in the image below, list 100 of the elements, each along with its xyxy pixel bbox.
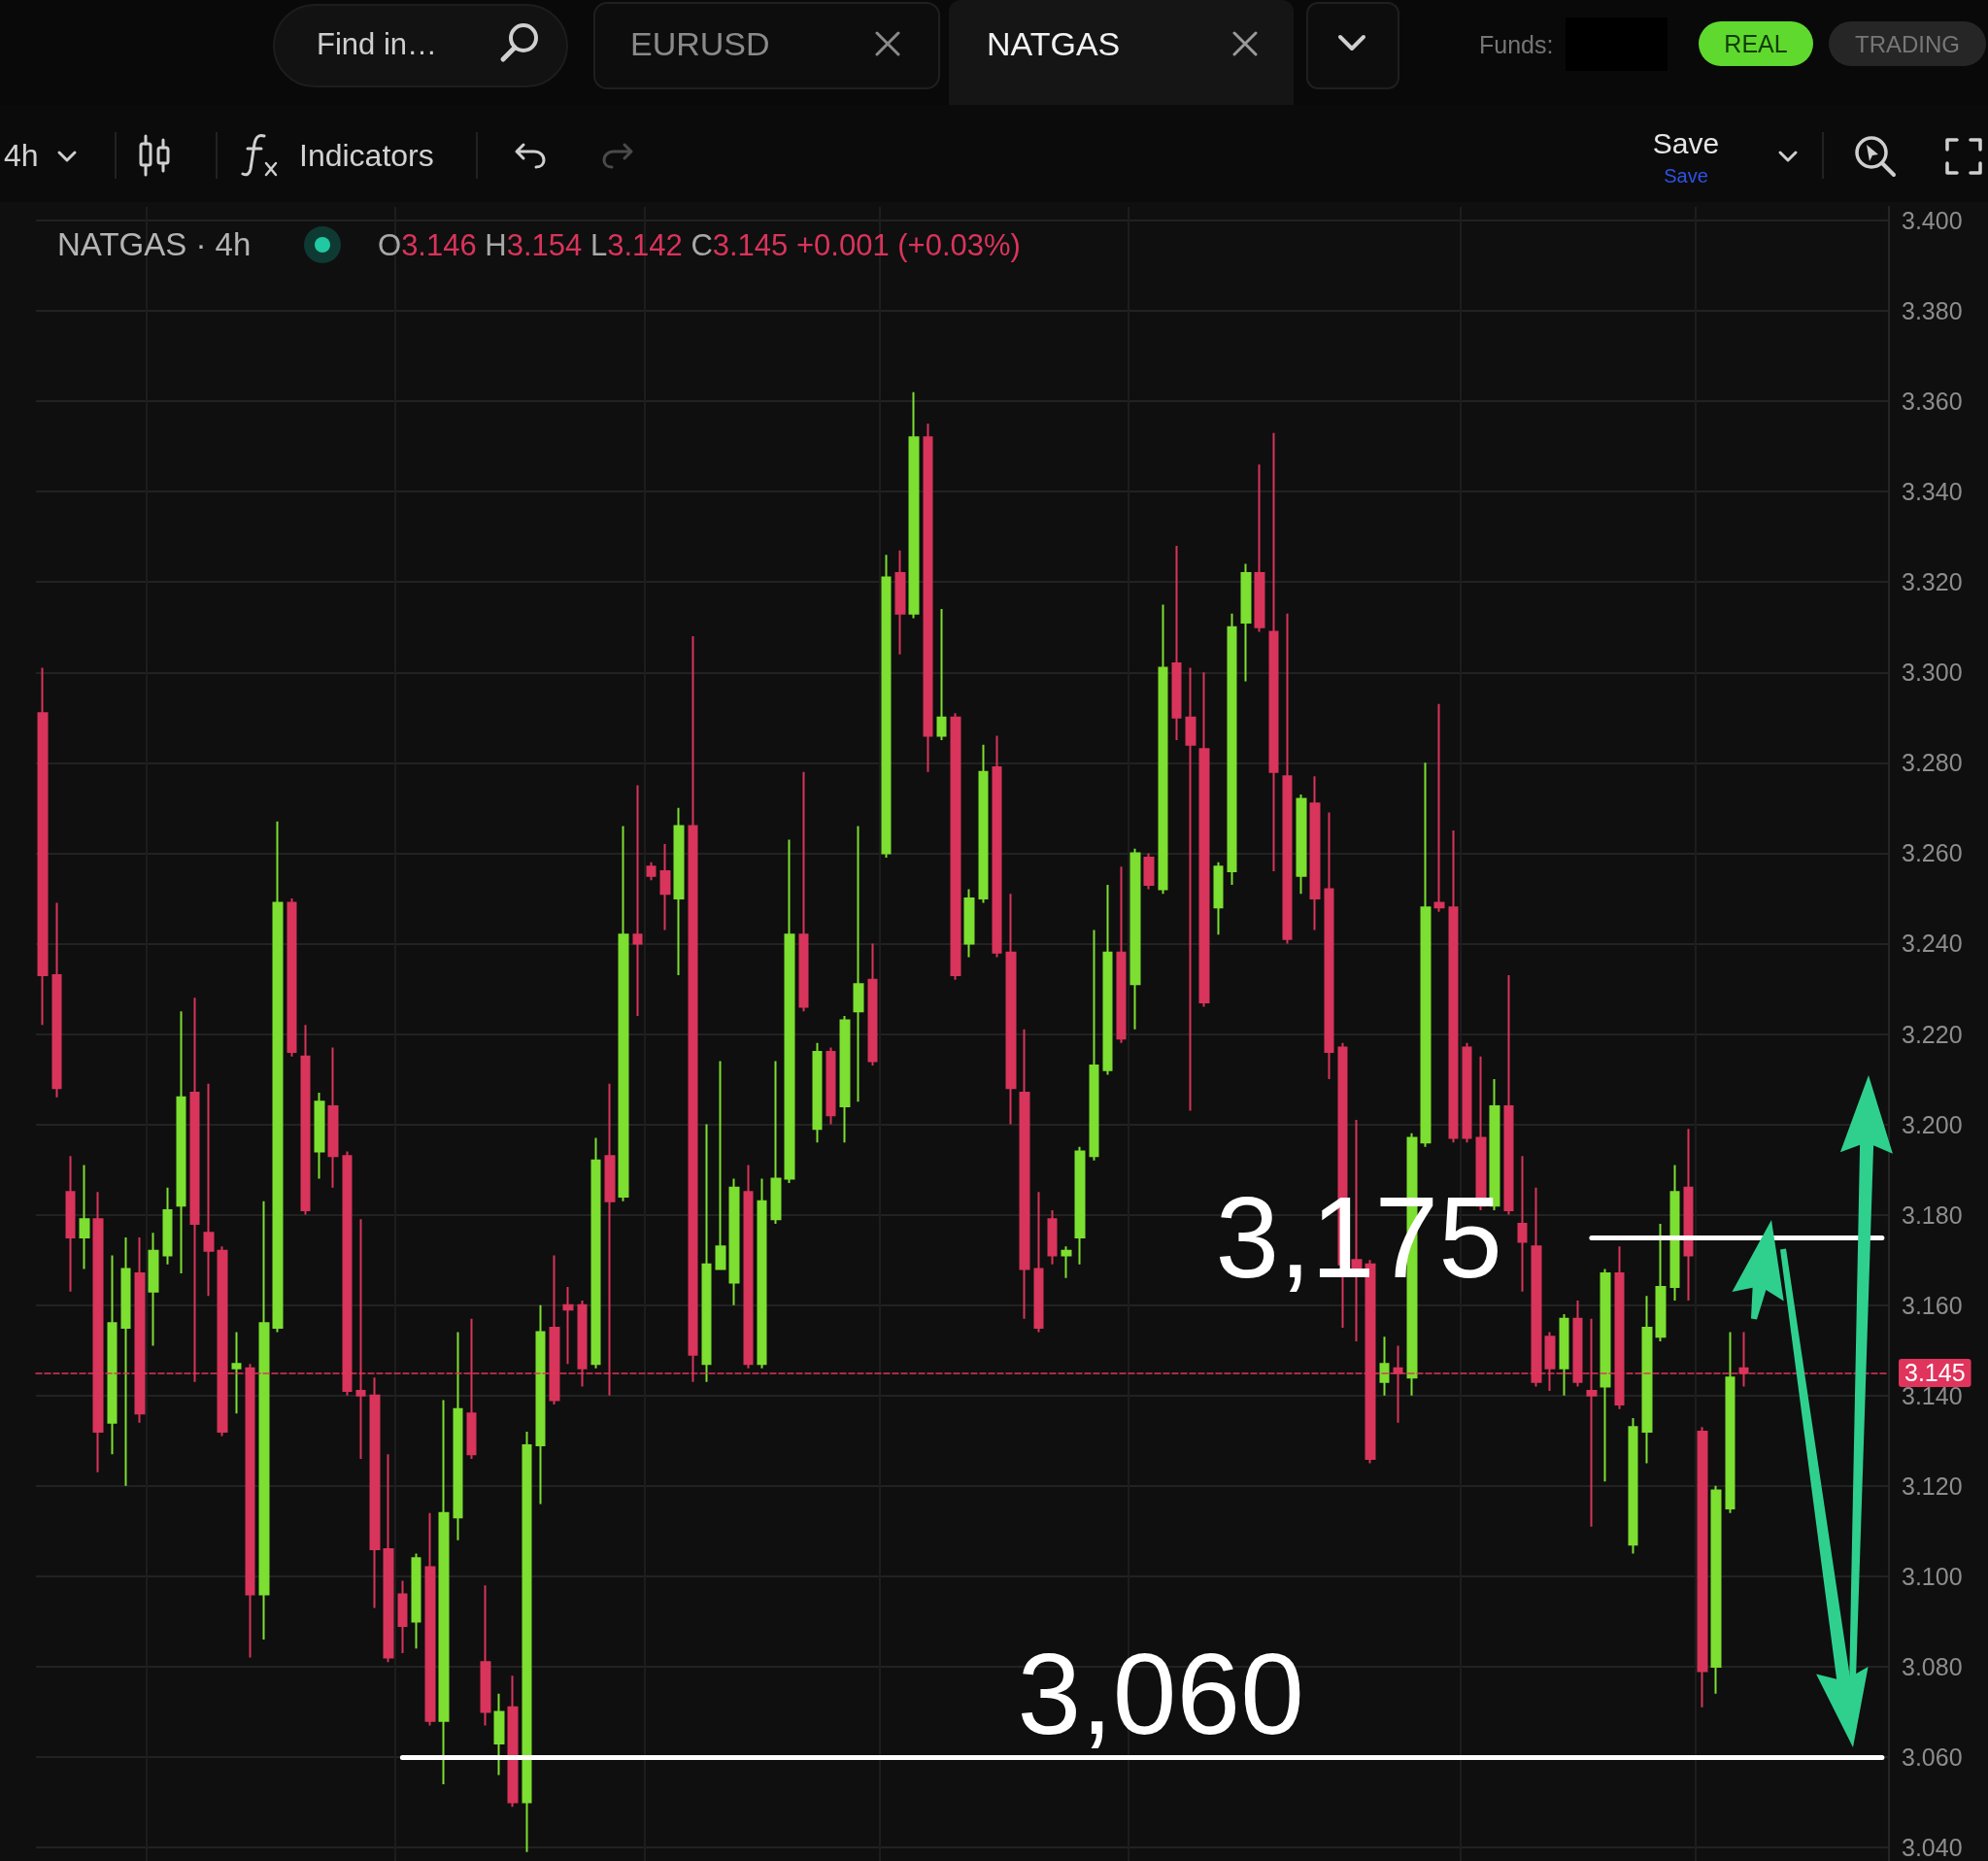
candlestick [1213,861,1224,936]
candlestick [853,825,864,1103]
y-tick-label: 3.100 [1902,1562,1963,1590]
candlestick [37,666,49,1027]
candlestick [286,897,297,1058]
candlestick [1433,702,1445,913]
candlestick [1282,612,1293,945]
candlestick [1158,603,1168,896]
y-tick-label: 3.300 [1902,659,1963,687]
y-tick-label: 3.360 [1902,388,1963,416]
candlestick [176,1010,186,1275]
candlestick [1559,1312,1569,1397]
y-tick-label: 3.380 [1902,297,1963,325]
text: Find in… [317,25,438,62]
candlestick [673,806,685,977]
candlestick [784,838,795,1185]
candlestick [632,784,643,1017]
candlestick [1185,666,1196,1112]
candlestick [1254,463,1265,633]
candlestick [1005,893,1017,1126]
candlestick [1171,544,1182,742]
text: EURUSD [630,23,770,64]
candlestick [120,1235,131,1487]
text: NATGAS · 4h [57,225,252,264]
y-tick-label: 3.120 [1902,1472,1963,1500]
candlestick [1448,829,1459,1144]
y-tick-label: 3.240 [1902,930,1963,958]
candlestick [535,1303,546,1506]
y-tick-label: 3.060 [1902,1743,1963,1771]
y-tick-label: 3.220 [1902,1020,1963,1048]
y-tick-label: 3.080 [1902,1652,1963,1680]
candlestick [798,770,809,1013]
candlestick [1379,1336,1390,1397]
candlestick [79,1164,90,1270]
y-tick-label: 3.400 [1902,206,1963,234]
candlestick [65,1155,76,1293]
candlestick [562,1286,574,1366]
candlestick [424,1511,436,1727]
candlestick [757,1177,767,1370]
candlestick [992,734,1002,959]
candlestick [1324,811,1334,1081]
text: TRADING [1855,29,1960,58]
candlestick [1655,1222,1667,1342]
candlestick [839,1014,851,1144]
candlestick [1669,1164,1680,1303]
candlestick [369,1376,381,1609]
candlestick [881,554,892,860]
candlestick [1143,852,1155,891]
candlestick [1074,1145,1086,1266]
candlestick [894,549,906,656]
text: Save [1652,126,1720,161]
candlestick [743,1164,754,1370]
candlestick [148,1232,159,1347]
candlestick [397,1579,408,1654]
text: O3.146 H3.154 L3.142 C3.145 +0.001 (+0.03%) [378,227,1021,262]
candlestick [1129,847,1141,1031]
candlestick [258,1200,270,1641]
candlestick [728,1177,740,1306]
candlestick [1116,865,1127,1044]
y-tick-label: 3.160 [1902,1291,1963,1319]
candlestick [1725,1331,1735,1514]
candlestick [1683,1128,1694,1303]
candlestick [1420,761,1432,1148]
candlestick [1517,1155,1528,1293]
candlestick [162,1186,173,1266]
candlestick [1628,1417,1638,1555]
candlestick [950,712,961,981]
candlestick [1047,1208,1058,1266]
text: NATGAS [987,23,1121,64]
candlestick [867,942,878,1067]
candlestick [812,1041,823,1144]
ref-line-label: 3,060 [1017,1629,1304,1758]
y-tick-label: 3.320 [1902,568,1963,596]
candlestick [1296,793,1307,896]
candlestick [314,1091,325,1180]
candlestick [231,1331,242,1415]
y-tick-label: 3.200 [1902,1110,1963,1138]
candlestick [453,1331,463,1541]
candlestick [1503,974,1514,1216]
candlestick [936,608,947,742]
candlestick [1061,1245,1072,1279]
candlestick [618,825,629,1202]
candlestick [1268,431,1279,872]
text: 4h [4,137,39,174]
text: REAL [1724,29,1788,58]
candlestick [507,1675,519,1809]
candlestick [923,423,933,773]
text: Save [1664,164,1708,187]
candlestick [493,1692,505,1776]
y-tick-label: 3.180 [1902,1201,1963,1229]
candlestick [646,861,657,882]
candlestick [1309,775,1321,931]
candlestick [1227,612,1237,886]
candlestick [327,1046,339,1189]
candlestick [1198,671,1210,1008]
candlestick [107,1254,118,1456]
candlestick [1641,1295,1653,1465]
candlestick [1710,1484,1722,1695]
y-tick-label: 3.280 [1902,749,1963,777]
candlestick [1102,883,1113,1076]
